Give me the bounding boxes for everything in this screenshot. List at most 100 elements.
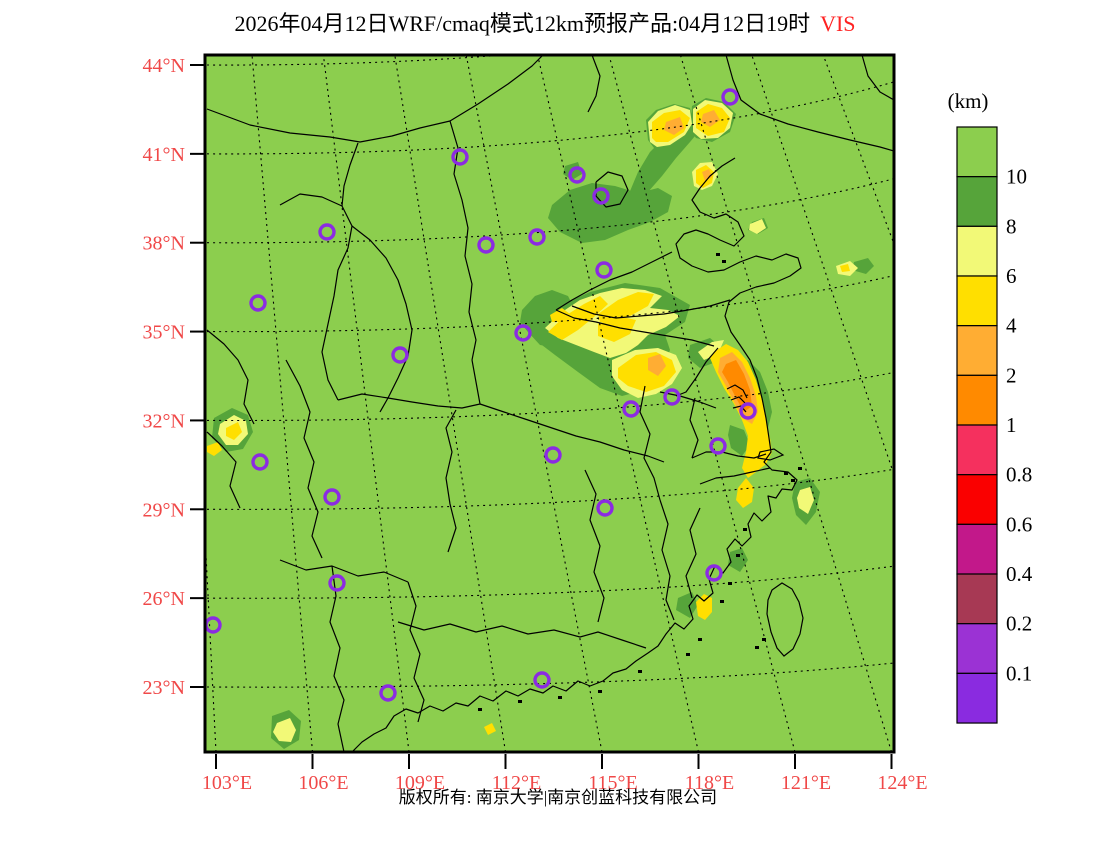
longitude-axis-labels: 103°E 106°E 109°E 112°E 115°E 118°E 121°E 124°E [202, 772, 928, 794]
colorbar-cell [956, 623, 998, 674]
boundary-line [341, 142, 359, 207]
longitude-gridline [251, 55, 314, 752]
island-dot [784, 472, 788, 475]
island-dot [755, 646, 759, 649]
visibility-patch-dark_green [852, 258, 874, 274]
longitude-label: 106°E [298, 772, 348, 794]
latitude-gridline [206, 468, 894, 510]
boundary-line [206, 329, 255, 425]
island-dot [716, 253, 720, 256]
longitude-label: 109°E [395, 772, 445, 794]
visibility-patch-yellow [550, 308, 570, 322]
boundary-line [595, 171, 629, 208]
island-dot [686, 653, 690, 656]
boundary-line [861, 55, 894, 101]
station-marker [318, 223, 336, 241]
boundary-line [691, 451, 767, 459]
latitude-label: 29°N [143, 499, 185, 521]
station-marker [451, 148, 469, 166]
visibility-patch-orange_light [701, 110, 720, 127]
boundary-line [689, 397, 699, 459]
visibility-patch-orange_light [648, 354, 666, 376]
page-title-variable: VIS [820, 11, 855, 36]
map-frame-border [203, 53, 896, 754]
latitude-label: 35°N [143, 322, 185, 344]
boundary-line [584, 469, 605, 623]
boundary-line [407, 581, 425, 723]
station-marker [249, 294, 267, 312]
longitude-label: 115°E [588, 772, 637, 794]
colorbar-value-label: 4 [1006, 314, 1017, 338]
boundary-line [206, 431, 241, 509]
colorbar-cell [956, 523, 998, 575]
page-title-text: 2026年04月12日WRF/cmaq模式12km预报产品:04月12日19时 [234, 11, 810, 36]
map-background [205, 55, 894, 752]
visibility-patch-pale_yellow [749, 219, 766, 234]
boundary-line [639, 385, 661, 501]
contour-mark [730, 396, 746, 404]
visibility-patch-dark_green [676, 592, 698, 618]
island-dot [478, 708, 482, 711]
station-marker [514, 324, 532, 342]
boundary-line [285, 359, 323, 559]
longitude-gridline [465, 55, 603, 752]
boundary-line [659, 499, 675, 621]
colorbar-value-label: 10 [1006, 165, 1027, 189]
colorbar-unit-label: (km) [948, 89, 989, 113]
boundary-line [351, 225, 413, 413]
visibility-patches-layer [207, 98, 874, 749]
station-marker [391, 346, 409, 364]
colorbar-legend: 10 8 6 4 2 1 0.8 0.6 0.4 0.2 0.1 [956, 126, 1033, 724]
colorbar-cell [956, 424, 998, 476]
station-marker [705, 564, 723, 582]
page-title: 2026年04月12日WRF/cmaq模式12km预报产品:04月12日19时 V… [234, 11, 855, 36]
copyright-footer: 版权所有: 南京大学|南京创蓝科技有限公司 [399, 788, 717, 807]
boundary-line [587, 55, 601, 113]
station-marker [622, 400, 640, 418]
visibility-patch-yellow [598, 292, 654, 322]
station-marker [568, 166, 586, 184]
colorbar-value-label: 0.8 [1006, 463, 1032, 487]
longitude-label: 112°E [492, 772, 541, 794]
map-plot-area [205, 55, 894, 752]
longitude-label: 121°E [781, 772, 831, 794]
latitude-gridline [206, 275, 894, 333]
station-marker [544, 446, 562, 464]
longitude-label: 118°E [685, 772, 734, 794]
station-marker [328, 574, 346, 592]
colorbar-cell [956, 176, 998, 227]
axis-ticks-layer [190, 64, 893, 769]
island-dot [698, 638, 702, 641]
station-marker [379, 684, 397, 702]
latitude-axis-labels: 44°N 41°N 38°N 35°N 32°N 29°N 26°N 23°N [143, 55, 185, 699]
longitude-label: 124°E [877, 772, 927, 794]
island-dot [722, 260, 726, 263]
island-dot [720, 600, 724, 603]
island-dot [762, 638, 766, 641]
colorbar-cell [956, 672, 998, 724]
visibility-patch-pale_yellow [797, 487, 814, 514]
latitude-label: 32°N [143, 410, 185, 432]
station-marker [533, 671, 551, 689]
colorbar-cell [956, 573, 998, 625]
boundary-line [571, 299, 731, 319]
latitude-label: 41°N [143, 144, 185, 166]
colorbar-cell [956, 225, 998, 277]
boundary-line [479, 403, 665, 463]
latitude-label: 44°N [143, 55, 185, 77]
island-dot [798, 467, 802, 470]
visibility-patch-pale_yellow [273, 718, 296, 742]
colorbar-value-label: 0.4 [1006, 562, 1033, 586]
boundary-line [555, 309, 715, 347]
boundary-line [725, 55, 894, 152]
colorbar-cell [956, 474, 998, 525]
island-dot [743, 528, 747, 531]
visibility-patch-orange_light [664, 117, 684, 135]
island-dot [598, 690, 602, 693]
longitude-gridline [751, 55, 894, 477]
visibility-patch-yellow [736, 478, 754, 508]
colorbar-cell [956, 126, 998, 178]
boundary-line [685, 507, 701, 599]
